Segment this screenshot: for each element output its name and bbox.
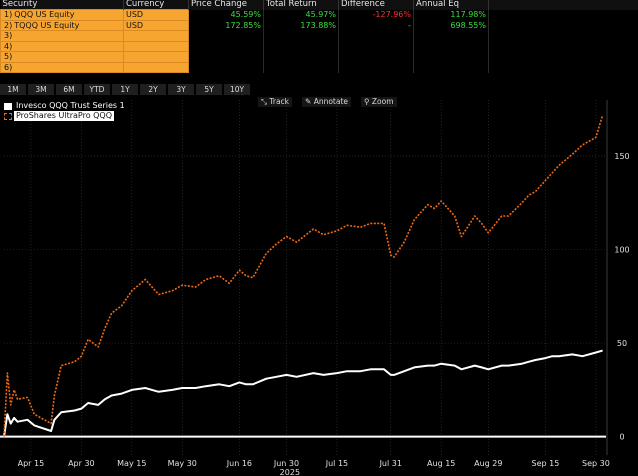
x-tick-label: Sep 30	[582, 459, 610, 468]
total-return-cell: 45.97%	[263, 9, 339, 20]
total-return-cell	[263, 30, 339, 41]
y-tick-label: 150	[614, 152, 629, 161]
legend-swatch-tqqq	[4, 112, 12, 120]
legend-label-qqq: Invesco QQQ Trust Series 1	[14, 101, 127, 111]
price-change-cell	[188, 62, 264, 73]
table-header-row: Security Currency Price Change Total Ret…	[0, 0, 638, 10]
annual-eq-cell: 117.98%	[413, 9, 489, 20]
difference-cell: -127.96%	[338, 9, 414, 20]
total-return-cell	[263, 62, 339, 73]
security-name: QQQ US Equity	[14, 10, 75, 19]
annual-eq-cell: 698.55%	[413, 20, 489, 31]
table-row[interactable]: 1) QQQ US Equity USD 45.59% 45.97% -127.96% 11…	[0, 9, 638, 21]
x-tick-label: Apr 15	[18, 459, 45, 468]
table-row[interactable]: 2) TQQQ US Equity USD 172.85% 173.88% -698.55…	[0, 19, 638, 31]
y-tick-label: 50	[617, 339, 627, 348]
y-tick-label: 0	[619, 433, 624, 442]
row-number: 4)	[4, 41, 13, 51]
row-number: 6)	[4, 62, 13, 72]
zoom-button[interactable]: ⚲ Zoom	[361, 97, 397, 107]
x-tick-label: Sep 15	[532, 459, 560, 468]
row-number: 2)	[4, 20, 13, 30]
row-number: 1)	[4, 10, 13, 19]
difference-cell: -	[338, 20, 414, 31]
zoom-label: Zoom	[371, 97, 394, 106]
range-tab-3y[interactable]: 3Y	[168, 84, 194, 95]
table-row[interactable]: 6)	[0, 61, 638, 73]
x-year-label: 2025	[280, 468, 300, 476]
x-tick-label: Aug 29	[474, 459, 502, 468]
total-return-cell	[263, 41, 339, 52]
legend-item-qqq[interactable]: Invesco QQQ Trust Series 1	[4, 101, 127, 111]
difference-cell	[338, 30, 414, 41]
currency-cell	[123, 61, 189, 73]
x-tick-label: Jul 31	[379, 459, 402, 468]
annual-eq-cell	[413, 62, 489, 73]
qqq-series-line	[3, 349, 603, 437]
row-number: 3)	[4, 31, 13, 40]
price-change-cell	[188, 30, 264, 41]
range-tab-10y[interactable]: 10Y	[224, 84, 250, 95]
track-label: Track	[269, 97, 290, 106]
price-change-cell: 45.59%	[188, 9, 264, 20]
y-tick-label: 100	[614, 246, 629, 255]
annotate-label: Annotate	[313, 97, 349, 106]
annotate-button[interactable]: ✎ Annotate	[302, 97, 352, 107]
x-tick-label: Aug 15	[427, 459, 455, 468]
col-security[interactable]: Security	[0, 0, 124, 10]
annual-eq-cell	[413, 30, 489, 41]
table-row[interactable]: 4)	[0, 40, 638, 52]
security-name: TQQQ US Equity	[14, 20, 80, 30]
x-tick-label: May 15	[117, 459, 146, 468]
range-tab-1y[interactable]: 1Y	[112, 84, 138, 95]
total-return-cell	[263, 51, 339, 62]
price-change-cell: 172.85%	[188, 20, 264, 31]
x-tick-label: Jun 16	[226, 459, 252, 468]
legend-item-tqqq[interactable]: ProShares UltraPro QQQ	[4, 111, 127, 121]
col-currency[interactable]: Currency	[123, 0, 189, 10]
annual-eq-cell	[413, 41, 489, 52]
col-price-change[interactable]: Price Change	[188, 0, 264, 10]
comparison-table: Security Currency Price Change Total Ret…	[0, 0, 638, 73]
legend-swatch-qqq	[4, 102, 12, 110]
range-tab-5y[interactable]: 5Y	[196, 84, 222, 95]
difference-cell	[338, 51, 414, 62]
x-tick-label: May 30	[168, 459, 197, 468]
col-total-return[interactable]: Total Return	[263, 0, 339, 10]
track-button[interactable]: ⤡ Track	[258, 97, 293, 107]
chart-tools: ⤡ Track ✎ Annotate ⚲ Zoom	[258, 97, 397, 107]
range-tab-2y[interactable]: 2Y	[140, 84, 166, 95]
annual-eq-cell	[413, 51, 489, 62]
table-row[interactable]: 3)	[0, 30, 638, 42]
table-row[interactable]: 5)	[0, 51, 638, 63]
x-tick-label: Apr 30	[68, 459, 95, 468]
chart-legend: Invesco QQQ Trust Series 1 ProShares Ult…	[4, 101, 127, 121]
difference-cell	[338, 62, 414, 73]
range-tab-ytd[interactable]: YTD	[84, 84, 110, 95]
range-tab-1m[interactable]: 1M	[0, 84, 26, 95]
x-tick-label: Jul 15	[325, 459, 348, 468]
row-number: 5)	[4, 52, 13, 61]
x-tick-label: Jun 30	[273, 459, 299, 468]
difference-cell	[338, 41, 414, 52]
range-tab-3m[interactable]: 3M	[28, 84, 54, 95]
range-tab-6m[interactable]: 6M	[56, 84, 82, 95]
range-tabs: 1M 3M 6M YTD 1Y 2Y 3Y 5Y 10Y	[0, 84, 250, 95]
col-difference[interactable]: Difference	[338, 0, 414, 10]
legend-label-tqqq: ProShares UltraPro QQQ	[14, 111, 115, 121]
tqqq-series-line	[3, 114, 604, 437]
price-change-cell	[188, 51, 264, 62]
price-change-cell	[188, 41, 264, 52]
total-return-cell: 173.88%	[263, 20, 339, 31]
col-annual-eq[interactable]: Annual Eq	[413, 0, 489, 10]
